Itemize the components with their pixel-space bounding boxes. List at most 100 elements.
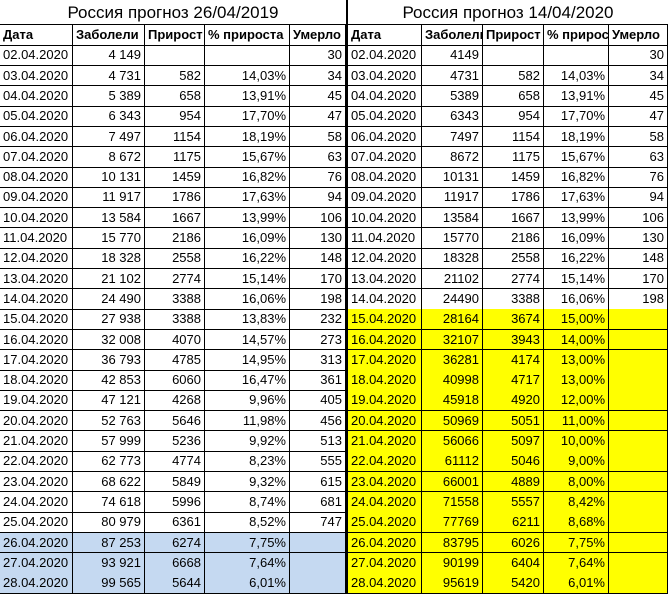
- table-cell: 6274: [145, 532, 205, 554]
- table-cell: 25.04.2020: [0, 512, 73, 533]
- table-cell: 8,68%: [544, 512, 609, 533]
- table-cell: 26.04.2020: [0, 532, 73, 554]
- table-cell: 5996: [145, 491, 205, 513]
- table-cell: 28.04.2020: [348, 573, 422, 594]
- table-cell: 47: [609, 106, 668, 127]
- table-cell: 09.04.2020: [0, 187, 73, 209]
- table-cell: 21102: [422, 268, 483, 290]
- table-cell: 17,63%: [205, 187, 290, 209]
- table-cell: 5389: [422, 85, 483, 107]
- table-cell: 8672: [422, 146, 483, 168]
- table-cell: 3388: [145, 309, 205, 330]
- table-cell: 09.04.2020: [348, 187, 422, 209]
- table-cell: 1175: [483, 146, 544, 168]
- table-cell: 87 253: [73, 532, 145, 554]
- table-cell: 58: [609, 126, 668, 148]
- table-cell: 6343: [422, 106, 483, 127]
- table-cell: 17,63%: [544, 187, 609, 209]
- table-cell: 12,00%: [544, 390, 609, 412]
- table-cell: 47: [290, 106, 346, 127]
- header-cell: Умерло: [609, 25, 668, 46]
- table-cell: [609, 573, 668, 594]
- table-cell: 9,00%: [544, 451, 609, 473]
- header-cell: Дата: [0, 25, 73, 46]
- table-cell: 2558: [483, 248, 544, 270]
- table-cell: 13,91%: [205, 85, 290, 107]
- table-cell: 8,42%: [544, 491, 609, 513]
- table-cell: 13,99%: [205, 207, 290, 229]
- table-cell: 106: [290, 207, 346, 229]
- table-cell: 130: [609, 228, 668, 249]
- table-cell: 4070: [145, 329, 205, 351]
- header-cell: Умерло: [290, 25, 346, 46]
- table-cell: 04.04.2020: [0, 85, 73, 107]
- table-cell: 10 131: [73, 167, 145, 188]
- table-cell: 4785: [145, 349, 205, 371]
- table-cell: 21 102: [73, 268, 145, 290]
- table-cell: 4920: [483, 390, 544, 412]
- table-cell: 7,75%: [205, 532, 290, 554]
- table-cell: 313: [290, 349, 346, 371]
- table-cell: 04.04.2020: [348, 85, 422, 107]
- table-cell: 42 853: [73, 370, 145, 391]
- table-cell: 5 389: [73, 85, 145, 107]
- table-cell: 6211: [483, 512, 544, 533]
- table-cell: 30: [609, 45, 668, 67]
- table-cell: 57 999: [73, 431, 145, 452]
- table-cell: 5557: [483, 491, 544, 513]
- table-cell: 582: [145, 65, 205, 87]
- table-cell: 6,01%: [205, 573, 290, 594]
- table-cell: 4731: [422, 65, 483, 87]
- table-cell: 954: [483, 106, 544, 127]
- table-cell: 8,52%: [205, 512, 290, 533]
- table-cell: 05.04.2020: [348, 106, 422, 127]
- table-cell: 6668: [145, 552, 205, 574]
- table-cell: 232: [290, 309, 346, 330]
- table-cell: 2186: [145, 228, 205, 249]
- table-cell: 17.04.2020: [0, 349, 73, 371]
- table-cell: 8 672: [73, 146, 145, 168]
- header-cell: Прирост: [483, 25, 544, 46]
- table-cell: 6,01%: [544, 573, 609, 594]
- table-cell: 61112: [422, 451, 483, 473]
- table-cell: 15,00%: [544, 309, 609, 330]
- table-cell: 07.04.2020: [0, 146, 73, 168]
- table-cell: 13,00%: [544, 370, 609, 391]
- table-cell: 4717: [483, 370, 544, 391]
- table-cell: 99 565: [73, 573, 145, 594]
- table-cell: 13.04.2020: [0, 268, 73, 290]
- table-cell: 6361: [145, 512, 205, 533]
- table-cell: 11 917: [73, 187, 145, 209]
- table-cell: [609, 349, 668, 371]
- table-cell: 32 008: [73, 329, 145, 351]
- table-cell: 5644: [145, 573, 205, 594]
- table-cell: 71558: [422, 491, 483, 513]
- table-cell: 36281: [422, 349, 483, 371]
- table-cell: 16,82%: [205, 167, 290, 188]
- table-cell: 24.04.2020: [0, 491, 73, 513]
- table-cell: 66001: [422, 471, 483, 493]
- table-cell: 7,64%: [544, 552, 609, 574]
- table-cell: 93 921: [73, 552, 145, 574]
- table-cell: 17,70%: [544, 106, 609, 127]
- table-cell: 90199: [422, 552, 483, 574]
- table-cell: 18,19%: [544, 126, 609, 148]
- table-cell: [609, 390, 668, 412]
- table-cell: 07.04.2020: [348, 146, 422, 168]
- table-cell: 94: [290, 187, 346, 209]
- table-cell: 273: [290, 329, 346, 351]
- table-cell: 2186: [483, 228, 544, 249]
- table-cell: [609, 491, 668, 513]
- table-cell: 15 770: [73, 228, 145, 249]
- table-cell: 15,67%: [205, 146, 290, 168]
- table-cell: 582: [483, 65, 544, 87]
- table-cell: 28.04.2020: [0, 573, 73, 594]
- table-cell: 14.04.2020: [348, 288, 422, 310]
- table-cell: 5236: [145, 431, 205, 452]
- table-cell: [609, 451, 668, 473]
- table-cell: 13 584: [73, 207, 145, 229]
- table-cell: [290, 573, 346, 594]
- table-cell: 80 979: [73, 512, 145, 533]
- table-cell: 555: [290, 451, 346, 473]
- table-cell: 4889: [483, 471, 544, 493]
